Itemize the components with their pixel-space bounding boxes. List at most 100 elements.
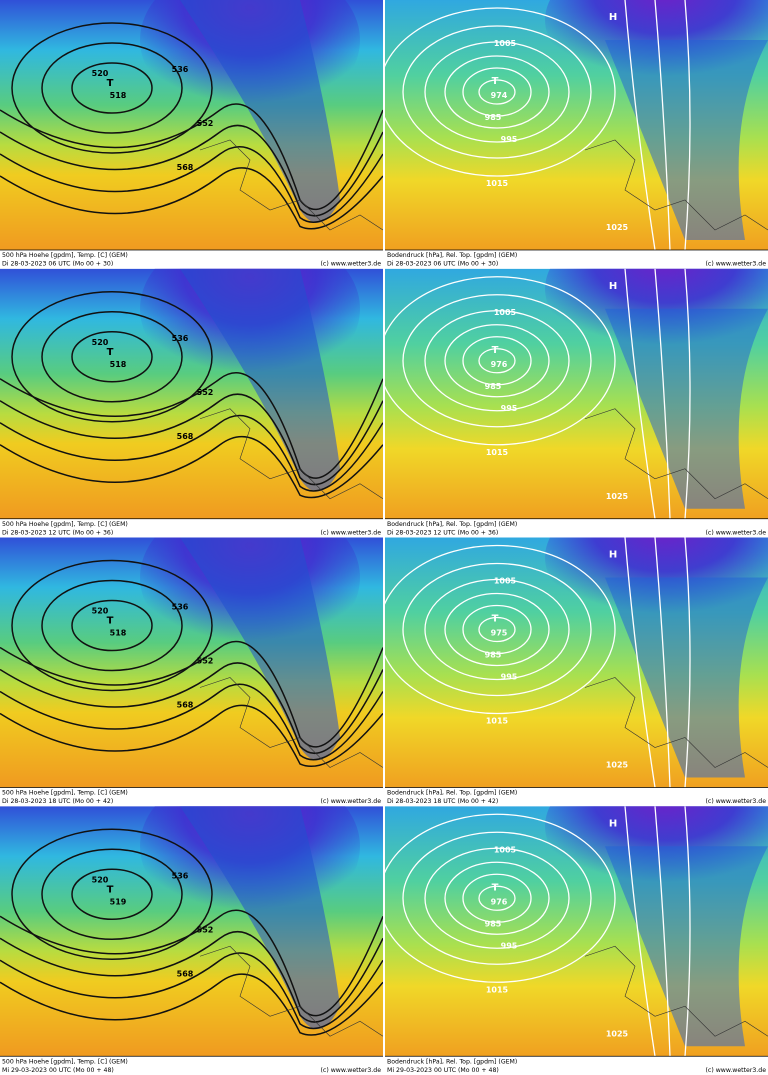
contour-label: 536 <box>172 65 189 74</box>
height-contour <box>0 909 383 1017</box>
isobar <box>624 806 656 1057</box>
timestamp: Di 28-03-2023 18 UTC (Mo 00 + 42) <box>2 798 113 805</box>
isobar <box>462 336 532 386</box>
isobar <box>444 592 550 667</box>
contour-label: 568 <box>177 969 194 978</box>
height-contour <box>0 640 383 748</box>
trough-blue <box>180 268 340 492</box>
contour-label: 520 <box>92 875 109 884</box>
isobar <box>385 7 616 177</box>
caption-box <box>385 518 768 537</box>
contour-label: 1005 <box>494 308 517 317</box>
contour-label: 519 <box>110 897 127 906</box>
contour-label: T <box>492 345 499 356</box>
caption: 500 hPa Hoehe [gpdm], Temp. [C] (GEM) <box>2 790 128 797</box>
height-contour <box>0 952 383 1030</box>
caption-box <box>385 250 768 268</box>
trough-blue <box>180 806 340 1030</box>
contour-label: 518 <box>110 629 127 638</box>
contour-label: 552 <box>197 119 214 128</box>
isobar <box>478 616 516 643</box>
isobar <box>444 324 550 398</box>
isobar <box>424 847 570 949</box>
map-area: T 975 985 995 1005 1015 1025 H <box>385 537 768 788</box>
map-panel: T 975 985 995 1005 1015 1025 H Bodendruck [hPa],… <box>385 537 768 806</box>
contour-label: 1005 <box>494 845 517 854</box>
contour-label: H <box>609 818 617 829</box>
height-contour <box>71 331 153 383</box>
contour-label: 552 <box>197 388 214 397</box>
map-panel: T 518 520 536 552 568 500 hPa Hoehe [gpdm], Te… <box>0 268 383 537</box>
timestamp: Mi 29-03-2023 00 UTC (Mo 00 + 48) <box>387 1067 499 1074</box>
caption: 500 hPa Hoehe [gpdm], Temp. [C] (GEM) <box>2 1058 128 1065</box>
contour-label: 995 <box>501 941 518 950</box>
coastline <box>584 677 768 768</box>
isobar <box>654 0 671 250</box>
isobar <box>684 806 691 1057</box>
map-area: T 518 520 536 552 568 <box>0 268 383 519</box>
contour-label: 552 <box>197 925 214 934</box>
height-contour <box>41 311 183 403</box>
caption: 500 hPa Hoehe [gpdm], Temp. [C] (GEM) <box>2 521 128 528</box>
isobar <box>424 578 570 681</box>
contour-label: 1005 <box>494 577 517 586</box>
contour-label: 995 <box>501 673 518 682</box>
caption-box <box>0 1056 383 1075</box>
height-contour <box>0 414 383 492</box>
contour-label: 985 <box>485 919 502 928</box>
height-contour <box>11 828 213 960</box>
height-contour <box>0 124 383 217</box>
height-contour <box>71 868 153 920</box>
coastline <box>199 139 383 231</box>
map-area: T 974 985 995 1005 1015 1025 H <box>385 0 768 250</box>
contour-label: 1025 <box>606 223 629 232</box>
caption: Bodendruck [hPa], Rel. Top. [gpdm] (GEM) <box>387 252 517 259</box>
map-panel: T 976 985 995 1005 1015 1025 H Bodendruck [hPa],… <box>385 268 768 537</box>
height-contour <box>0 435 383 499</box>
timestamp: Mi 29-03-2023 00 UTC (Mo 00 + 48) <box>2 1067 114 1074</box>
height-contour <box>0 683 383 761</box>
height-contour <box>0 145 383 223</box>
height-contour <box>0 662 383 755</box>
contour-label: 1025 <box>606 761 629 770</box>
contour-label: 518 <box>110 360 127 369</box>
height-contour <box>0 372 383 479</box>
map-area: T 518 520 536 552 568 <box>0 537 383 788</box>
height-contour <box>11 291 213 423</box>
map-panel: T 518 520 536 552 568 500 hPa Hoehe [gpdm], Te… <box>0 0 383 268</box>
isobar <box>478 885 516 911</box>
height-contour <box>41 848 183 940</box>
isobar <box>684 537 691 788</box>
height-contour <box>11 559 213 692</box>
isobar <box>402 25 592 159</box>
contour-label: 1025 <box>606 492 629 501</box>
height-contour <box>0 393 383 486</box>
contour-label: 518 <box>110 91 127 100</box>
caption-box <box>0 250 383 268</box>
contour-label: T <box>107 884 114 895</box>
contour-label: 1015 <box>486 179 509 188</box>
contour-label: 536 <box>172 603 189 612</box>
trough-blue <box>180 537 340 761</box>
contour-label: 536 <box>172 334 189 343</box>
trough-blue <box>180 0 340 223</box>
contour-label: 985 <box>485 382 502 391</box>
height-contour <box>0 704 383 768</box>
contour-label: 520 <box>92 69 109 78</box>
contour-label: T <box>107 616 114 627</box>
credit: (c) www.wetter3.de <box>706 529 767 536</box>
caption-box <box>385 1056 768 1075</box>
timestamp: Di 28-03-2023 18 UTC (Mo 00 + 42) <box>387 798 498 805</box>
isobar <box>402 562 592 697</box>
isobar <box>478 348 516 374</box>
isobar <box>385 544 616 715</box>
contour-label: 1015 <box>486 717 509 726</box>
isobar <box>444 861 550 935</box>
height-contour <box>41 42 183 134</box>
coastline <box>199 945 383 1037</box>
isobar <box>654 537 671 788</box>
contour-label: 536 <box>172 871 189 880</box>
contour-label: 1015 <box>486 448 509 457</box>
caption: Bodendruck [hPa], Rel. Top. [gpdm] (GEM) <box>387 1058 517 1065</box>
height-contour <box>0 930 383 1023</box>
